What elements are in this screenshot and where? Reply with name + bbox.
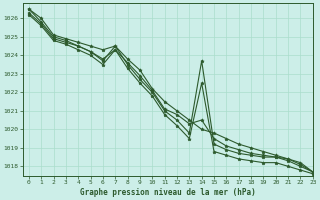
X-axis label: Graphe pression niveau de la mer (hPa): Graphe pression niveau de la mer (hPa) xyxy=(80,188,256,197)
